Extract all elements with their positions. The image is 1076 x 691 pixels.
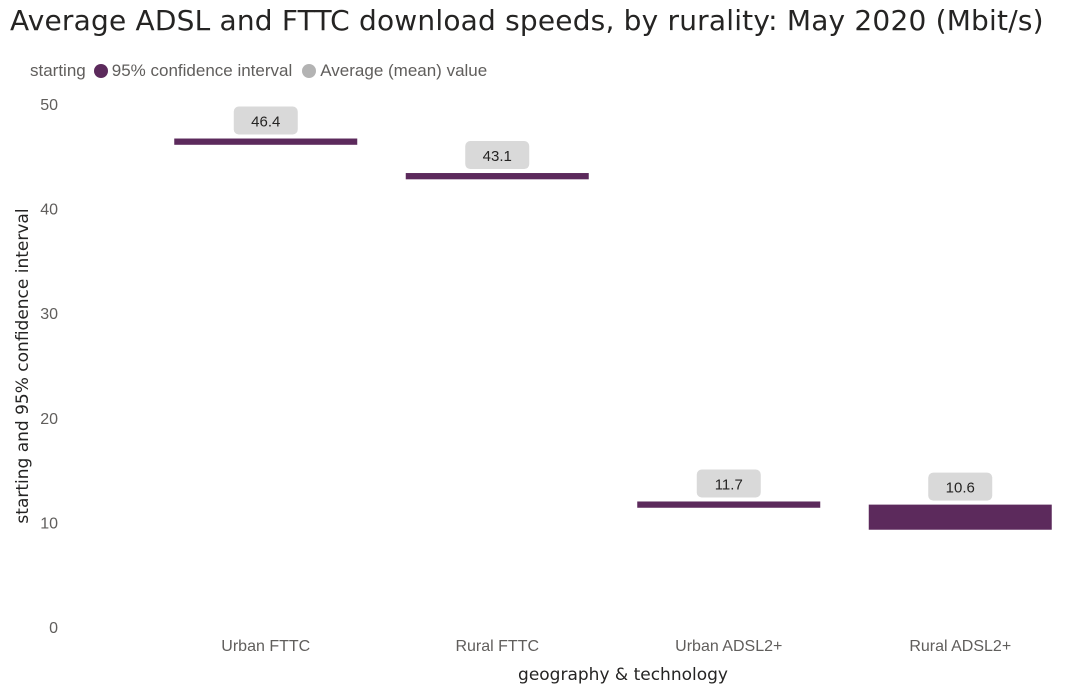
x-axis-title: geography & technology (518, 665, 728, 685)
value-label-background (465, 141, 530, 170)
value-label: 43.1 (483, 148, 512, 165)
confidence-interval-bar (637, 501, 821, 508)
confidence-interval-bar (868, 504, 1052, 530)
legend-item-mean-value[interactable]: Average (mean) value (302, 61, 487, 81)
y-tick-label: 0 (49, 620, 58, 637)
x-tick-label: Rural ADSL2+ (909, 638, 1011, 655)
value-label: 11.7 (715, 476, 743, 493)
confidence-interval-bar (174, 138, 358, 145)
x-axis-ticks: Urban FTTC Rural FTTC Urban ADSL2+ Rural AD… (221, 638, 1011, 655)
legend-label-confidence-interval: 95% confidence interval (111, 61, 293, 80)
legend: starting 95% confidence interval Average… (30, 60, 487, 82)
y-tick-label: 50 (40, 97, 58, 114)
interval-bars (174, 138, 1052, 530)
x-tick-label: Urban FTTC (221, 638, 310, 655)
legend-item-confidence-interval[interactable]: 95% confidence interval (93, 61, 293, 81)
legend-title: starting (30, 61, 86, 80)
value-label-background (696, 469, 761, 498)
legend-swatch-mean-value (302, 64, 317, 78)
value-label-background (928, 472, 993, 501)
value-label-background (233, 106, 298, 135)
x-tick-label: Urban ADSL2+ (675, 638, 782, 655)
y-tick-label: 40 (40, 202, 58, 219)
chart-title: Average ADSL and FTTC download speeds, b… (10, 4, 1044, 37)
value-labels: 46.4 43.1 11.7 10.6 (233, 106, 993, 501)
y-tick-label: 20 (40, 411, 58, 428)
legend-swatch-confidence-interval (93, 64, 108, 78)
value-label: 46.4 (251, 114, 280, 131)
x-tick-label: Rural FTTC (455, 638, 539, 655)
value-label: 10.6 (946, 480, 975, 497)
y-axis-title: starting and 95% confidence interval (13, 208, 33, 523)
confidence-interval-bar (405, 173, 589, 180)
y-axis-ticks: 0 10 20 30 40 50 (40, 97, 58, 637)
legend-label-mean-value: Average (mean) value (320, 61, 488, 80)
y-tick-label: 30 (40, 306, 58, 323)
y-tick-label: 10 (40, 515, 58, 532)
